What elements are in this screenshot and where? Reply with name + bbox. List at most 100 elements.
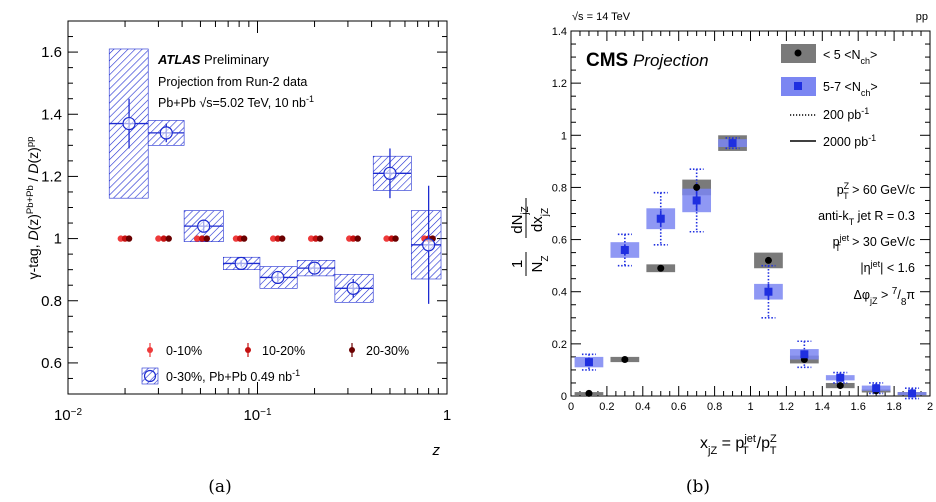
cut-ptz: pZ T > 60 GeV/c bbox=[837, 181, 915, 201]
y-tick-label: 0.8 bbox=[41, 293, 62, 310]
y-tick-label: 0.6 bbox=[552, 235, 567, 247]
panel-b-cuts: pZ T > 60 GeV/c anti-kT jet R = 0.3 pjet T… bbox=[818, 181, 915, 308]
y-tick-label: 1.4 bbox=[552, 26, 567, 38]
data-point-20-30 bbox=[354, 235, 361, 242]
y-tick-label: 0 bbox=[561, 391, 567, 403]
data-point-0-30-projection bbox=[422, 238, 436, 252]
x-tick-label: 10−1 bbox=[243, 407, 272, 425]
data-point-high-mult bbox=[800, 350, 809, 359]
data-point-0-30-projection bbox=[197, 219, 211, 233]
panel-a-data-points bbox=[109, 98, 442, 304]
panel-a-atlas-label: ATLAS Preliminary bbox=[157, 52, 269, 67]
cut-antikt: anti-kT jet R = 0.3 bbox=[818, 209, 915, 227]
legend-marker-10-20 bbox=[245, 347, 251, 353]
data-point-20-30 bbox=[316, 235, 324, 242]
data-point-20-30 bbox=[125, 235, 133, 242]
y-tick-label: 1.2 bbox=[41, 168, 62, 185]
y-tick-label: 1.6 bbox=[41, 44, 62, 61]
y-tick-label: 0.8 bbox=[552, 182, 567, 194]
legend-label-high-mult: 5-7 <Nch> bbox=[823, 80, 878, 98]
panel-b-energy-header: √s = 14 TeV bbox=[572, 11, 631, 23]
x-tick-label: 1.2 bbox=[779, 401, 794, 413]
panel-label-b: (b) bbox=[686, 477, 710, 497]
data-point-low-mult bbox=[836, 382, 844, 390]
panel-a-y-axis-label: γ-tag, D(z)Pb+Pb / D(z)pp bbox=[25, 137, 42, 280]
data-point-10-20 bbox=[350, 235, 357, 242]
data-point-20-30 bbox=[165, 235, 172, 242]
panel-a-axes: 0.6 0.8 1 1.2 1.4 1.6 10−2 10−1 1 bbox=[41, 20, 451, 425]
data-point-high-mult bbox=[908, 389, 917, 398]
legend-label-200pb: 200 pb-1 bbox=[823, 106, 869, 122]
panel-b-title: CMS Projection bbox=[586, 50, 709, 71]
data-point-high-mult bbox=[692, 196, 701, 205]
legend-label-0-30-projection: 0-30%, Pb+Pb 0.49 nb-1 bbox=[166, 368, 300, 384]
panel-a-x-axis-label: z bbox=[432, 442, 441, 459]
x-tick-label: 1.4 bbox=[815, 401, 830, 413]
data-point-20-30 bbox=[203, 235, 210, 242]
data-point-0-30-projection bbox=[122, 116, 136, 131]
data-point-0-30-projection bbox=[234, 256, 248, 271]
panel-a-annotation-projection: Projection from Run-2 data bbox=[158, 75, 307, 89]
cut-eta: |ηjet| < 1.6 bbox=[860, 259, 915, 275]
panel-a-chart: 0.6 0.8 1 1.2 1.4 1.6 10−2 10−1 1 ATLAS Prelimin… bbox=[25, 20, 451, 459]
legend-marker-low-mult bbox=[794, 49, 802, 57]
data-point-high-mult bbox=[728, 139, 737, 148]
x-tick-label: 0.2 bbox=[599, 401, 614, 413]
x-tick-label: 10−2 bbox=[54, 407, 83, 425]
data-point-high-mult bbox=[620, 246, 629, 254]
data-point-high-mult bbox=[764, 287, 773, 296]
legend-label-0-10: 0-10% bbox=[166, 344, 202, 358]
y-tick-label: 0.4 bbox=[552, 287, 567, 299]
data-point-20-30 bbox=[278, 235, 286, 242]
legend-label-2000pb: 2000 pb-1 bbox=[823, 133, 876, 149]
legend-marker-20-30 bbox=[349, 347, 355, 353]
x-tick-label: 1.8 bbox=[886, 401, 901, 413]
data-point-low-mult bbox=[693, 183, 701, 191]
legend-label-low-mult: < 5 <Nch> bbox=[823, 48, 877, 66]
y-tick-label: 0.2 bbox=[552, 339, 567, 351]
data-point-0-30-projection bbox=[307, 261, 322, 275]
data-point-0-10 bbox=[155, 235, 162, 242]
data-point-0-30-projection bbox=[159, 126, 173, 140]
data-point-10-20 bbox=[198, 235, 206, 242]
data-point-low-mult bbox=[585, 389, 593, 397]
panel-b-legend: < 5 <Nch> 5-7 <Nch> 200 pb-1 2000 pb-1 bbox=[781, 44, 878, 149]
data-point-high-mult bbox=[836, 373, 845, 382]
legend-label-20-30: 20-30% bbox=[366, 344, 409, 358]
data-point-10-20 bbox=[274, 235, 282, 242]
x-tick-label: 1.6 bbox=[851, 401, 866, 413]
data-point-0-30-projection bbox=[383, 166, 397, 180]
data-point-high-mult bbox=[584, 358, 593, 367]
x-tick-label: 1 bbox=[747, 401, 753, 413]
x-tick-label: 0.6 bbox=[671, 401, 686, 413]
legend-label-10-20: 10-20% bbox=[262, 344, 305, 358]
data-point-20-30 bbox=[392, 235, 399, 242]
data-point-0-30-projection bbox=[346, 281, 360, 295]
data-point-low-mult bbox=[657, 264, 665, 272]
svg-text:dxjZ: dxjZ bbox=[529, 208, 551, 232]
data-point-10-20 bbox=[160, 235, 167, 242]
data-point-low-mult bbox=[621, 356, 629, 363]
data-point-0-10 bbox=[193, 235, 201, 242]
svg-text:dNjZ: dNjZ bbox=[509, 206, 531, 234]
data-point-high-mult bbox=[872, 384, 881, 393]
y-tick-label: 1 bbox=[54, 231, 62, 248]
data-point-0-10 bbox=[307, 235, 315, 242]
x-tick-label: 0.4 bbox=[635, 401, 650, 413]
panel-b-data-points bbox=[581, 137, 920, 400]
svg-text:NZ: NZ bbox=[529, 256, 551, 273]
data-point-20-30 bbox=[240, 235, 248, 242]
x-tick-label: 0 bbox=[568, 401, 574, 413]
data-point-0-10 bbox=[269, 235, 277, 242]
panel-a-legend: 0-10% 10-20% 20-30% 0-30%, Pb+Pb 0.49 nb… bbox=[141, 343, 409, 385]
panel-b-y-axis-label: 1 NZ dNjZ dxjZ bbox=[509, 198, 551, 276]
panel-b-chart: √s = 14 TeV pp 00.20.40.60.811.21.40 0.2 0… bbox=[509, 11, 933, 457]
x-tick-label: 0.8 bbox=[707, 401, 722, 413]
cut-ptjet: pjet T > 30 GeV/c bbox=[833, 233, 915, 253]
data-point-0-30-projection bbox=[271, 270, 285, 285]
legend-marker-high-mult bbox=[794, 82, 802, 90]
y-tick-label: 1 bbox=[561, 130, 567, 142]
panel-label-a: (a) bbox=[208, 477, 231, 497]
panel-a-annotation-system: Pb+Pb √s=5.02 TeV, 10 nb-1 bbox=[158, 94, 314, 110]
y-tick-label: 1.4 bbox=[41, 106, 62, 123]
